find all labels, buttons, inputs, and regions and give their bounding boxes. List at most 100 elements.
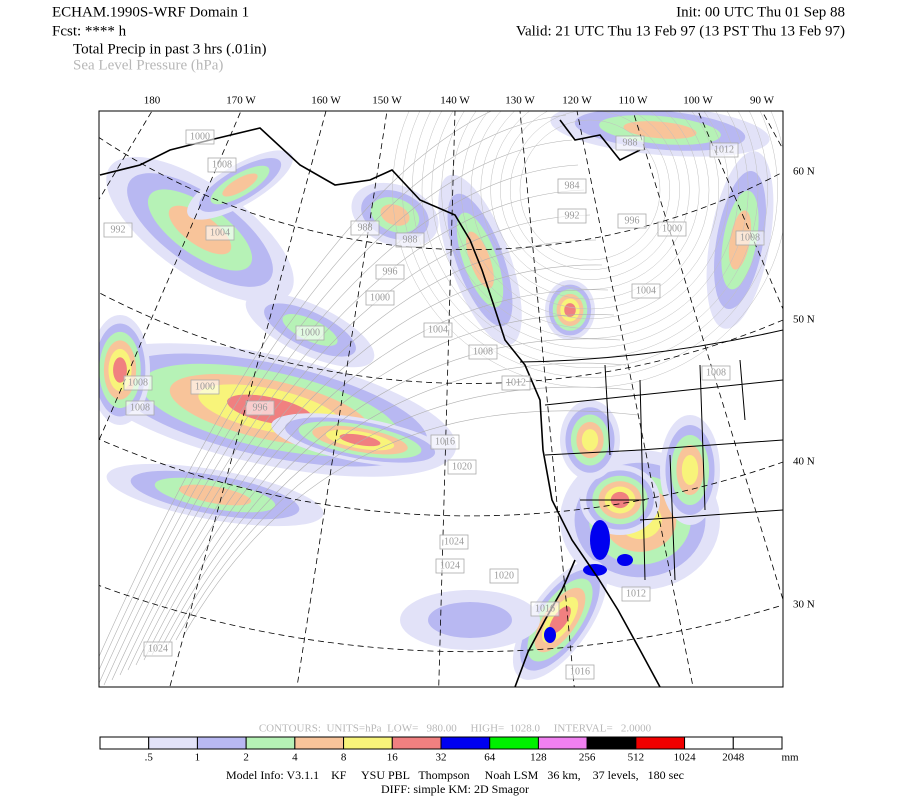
parallel [99,584,783,652]
isobar-label-box [207,157,237,173]
diff-info: DIFF: simple KM: 2D Smagor [381,782,529,796]
isobar-label-box [468,344,498,360]
isobar-label-box [125,400,155,416]
precip-area [681,455,699,485]
isobar-label-box [447,459,477,475]
longitude-label: 140 W [440,95,470,107]
isobar-label-box [565,664,595,680]
isobar-label-box [423,322,453,338]
isobar [421,111,759,359]
isobar-label: 1000 [300,327,320,338]
isobar-label: 992 [111,224,126,235]
precip-area [581,429,599,451]
isobar-label: 1008 [740,232,760,243]
precip-area [428,602,512,638]
isobar-label: 1012 [506,377,526,388]
isobar [159,338,621,651]
colorbar-swatch [343,736,393,750]
isobar-label-box [557,178,587,194]
valid-time: Valid: 21 UTC Thu 13 Feb 97 (13 PST Thu … [516,23,845,39]
colorbar-label: .5 [145,752,154,764]
field-slp: Sea Level Pressure (hPa) [73,57,223,73]
isobar-label: 996 [625,215,640,226]
latitude-label: 60 N [793,166,815,178]
precip-area [564,303,576,317]
isobar-label: 1024 [148,643,168,654]
precip-area [549,606,571,634]
isobar-label: 1000 [195,381,215,392]
meridian [519,111,575,687]
colorbar-swatch [537,736,588,750]
isobar [103,164,579,686]
isobar-label-box [143,641,173,657]
isobar-label: 984 [565,180,580,191]
isobar-label-box [617,213,647,229]
isobar [175,386,633,641]
isobar-label-box [430,434,460,450]
isobar-label: 996 [253,402,268,413]
parallel [99,136,783,250]
isobar [99,111,493,658]
latitude-label: 50 N [793,314,815,326]
colorbar-swatch [148,736,198,750]
meridian [576,111,694,687]
colorbar-swatch [732,736,783,750]
isobar-label: 1000 [190,131,210,142]
isobar-label: 1020 [494,570,514,581]
isobar-label: 1004 [636,285,656,296]
isobar-label: 1020 [452,461,472,472]
isobar-label-box [365,290,395,306]
isobar [402,111,778,378]
parallel [99,292,783,384]
isobar-label-box [615,135,645,151]
isobar-label: 1016 [570,666,590,677]
isobar-label-box [489,568,519,584]
isobar [431,111,749,349]
isobar [127,239,597,671]
precip-area [113,357,127,383]
isobar [500,111,680,280]
isobar-label-box [395,232,425,248]
colorbar-swatch [586,736,637,750]
isobar-label-box [439,534,469,550]
isobar-label: 1012 [626,588,646,599]
model-info: Model Info: V3.1.1 KF YSU PBL Thompson N… [226,768,684,782]
colorbar-label: 64 [484,752,496,764]
isobar-label-box [190,379,220,395]
colorbar-label: 16 [387,752,399,764]
meridian [99,111,242,442]
colorbar-label: 2048 [722,752,745,764]
isobar-label-box [103,222,133,238]
isobar-label: 1000 [662,223,682,234]
isobar-label-box [435,558,465,574]
colorbar-swatch [635,736,686,750]
isobar [441,111,739,339]
meridian [169,111,327,687]
isobar-label: 1000 [370,292,390,303]
isobar-label-box [709,142,739,158]
colorbar-swatch [391,736,442,750]
isobar-label: 1012 [714,144,734,155]
isobar-label-box [245,400,275,416]
latitude-label: 30 N [793,599,815,611]
meridian [632,111,783,602]
field-precip: Total Precip in past 3 hrs (.01in) [73,41,267,57]
isobar [460,111,720,320]
isobar [412,111,768,368]
precip-area [339,433,381,447]
colorbar-label: 512 [628,752,645,764]
isobar-label: 988 [403,234,418,245]
colorbar-label: 8 [341,752,347,764]
longitude-label: 160 W [311,95,341,107]
isobar-label-box [530,601,560,617]
precip-area [380,204,410,226]
precip-core [590,520,610,560]
isobar-label: 1016 [435,436,455,447]
colorbar-label: 2 [243,752,249,764]
isobar-label-box [631,283,661,299]
precip-area [168,205,232,255]
init-time: Init: 00 UTC Thu 01 Sep 88 [676,4,845,20]
longitude-label: 100 W [683,95,713,107]
